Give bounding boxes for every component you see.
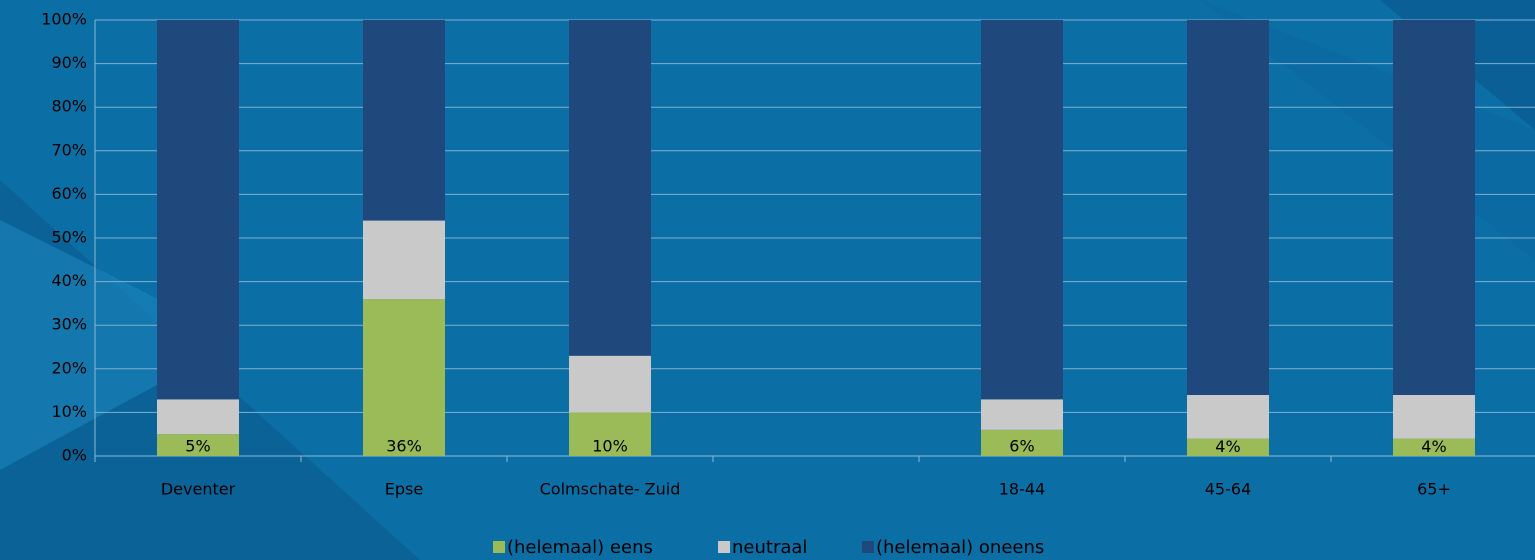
legend-label: (helemaal) eens: [507, 537, 653, 558]
plot: 0% 10% 20% 30% 40% 50% 60% 70% 80% 90% 100% Devente…: [41, 10, 1535, 558]
bar-segment: [363, 20, 445, 221]
bar-segment: [569, 20, 651, 356]
y-tick-label: 30%: [51, 315, 87, 334]
bar-segment: [157, 399, 239, 435]
bar-segment: [1187, 394, 1269, 439]
bar-segment: [1187, 20, 1269, 395]
data-label: 36%: [386, 437, 422, 456]
y-tick-label: 20%: [51, 358, 87, 377]
data-label: 4%: [1421, 437, 1446, 456]
bar-segment: [157, 434, 239, 456]
bar-segment: [981, 429, 1063, 456]
legend-swatch: [862, 541, 874, 553]
y-tick-label: 10%: [51, 402, 87, 421]
legend-label: neutraal: [732, 537, 807, 558]
data-label: 6%: [1009, 437, 1034, 456]
bar-segment: [1393, 394, 1475, 439]
bar-segment: [569, 412, 651, 456]
y-tick-label: 0%: [62, 446, 87, 465]
decor: [0, 220, 240, 470]
y-tick-label: 100%: [41, 10, 87, 29]
x-tick-label: 45-64: [1205, 480, 1252, 499]
x-tick-label: Colmschate- Zuid: [540, 480, 681, 499]
bar-segment: [363, 220, 445, 300]
bar-segment: [981, 399, 1063, 430]
bar-segment: [981, 20, 1063, 400]
x-tick-label: Epse: [385, 480, 423, 499]
x-tick-label: Deventer: [161, 480, 236, 499]
bar-segment: [157, 20, 239, 400]
bar-segment: [363, 299, 445, 456]
legend-label: (helemaal) oneens: [876, 537, 1044, 558]
legend-swatch: [493, 541, 505, 553]
bar-segment: [569, 355, 651, 413]
y-tick-label: 90%: [51, 53, 87, 72]
data-label: 5%: [185, 437, 210, 456]
y-tick-label: 60%: [51, 184, 87, 203]
legend-swatch: [718, 541, 730, 553]
x-tick-label: 18-44: [999, 480, 1046, 499]
y-tick-label: 80%: [51, 97, 87, 116]
data-label: 10%: [592, 437, 628, 456]
y-tick-label: 50%: [51, 228, 87, 247]
bar-segment: [1393, 20, 1475, 395]
bar-segment: [1393, 438, 1475, 456]
y-tick-label: 70%: [51, 140, 87, 159]
data-label: 4%: [1215, 437, 1240, 456]
y-tick-label: 40%: [51, 271, 87, 290]
bar-segment: [1187, 438, 1269, 456]
x-tick-label: 65+: [1417, 480, 1451, 499]
